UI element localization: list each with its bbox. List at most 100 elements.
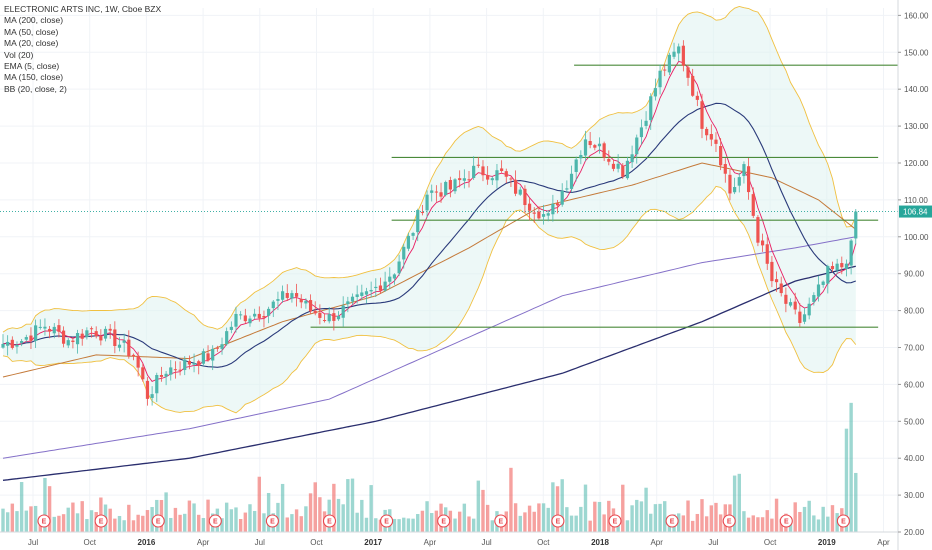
candle-body <box>355 294 359 298</box>
volume-bar <box>453 518 457 532</box>
candle-body <box>541 214 546 217</box>
candle-body <box>131 354 136 357</box>
volume-bar <box>583 484 588 532</box>
time-axis[interactable]: Jul Oct 2016 Apr Jul Oct 2017 Apr Jul Oct 2018 Apr J… <box>0 531 898 547</box>
volume-bar <box>280 483 285 532</box>
candlesticks <box>1 40 858 406</box>
volume-bar <box>621 484 625 532</box>
price-tick-label: 70.00 <box>904 343 925 352</box>
legend-item[interactable]: BB (20, close, 2) <box>4 83 67 94</box>
legend-item[interactable]: MA (150, close) <box>4 72 64 83</box>
volume-bar <box>266 492 271 532</box>
candle-body <box>621 165 625 177</box>
volume-bar <box>854 472 858 532</box>
candle-body <box>518 189 522 195</box>
price-axis[interactable]: 160.00 150.00 140.00 130.00 120.00 110.00 100.… <box>897 0 932 550</box>
volume-bar <box>802 506 807 532</box>
candle-body <box>714 139 718 144</box>
volume-bar <box>173 507 178 532</box>
price-tick-label: 60.00 <box>904 380 925 389</box>
current-price-tag <box>899 205 932 218</box>
price-tick-label: 120.00 <box>904 159 929 168</box>
candle-body <box>318 312 322 318</box>
volume-bar <box>779 518 783 532</box>
volume-bar <box>145 510 150 532</box>
candle-body <box>75 333 80 345</box>
volume-bar <box>597 501 602 532</box>
candle-body <box>378 285 383 291</box>
earnings-marker-label: E <box>441 519 446 526</box>
candle-body <box>52 326 56 334</box>
volume-bar <box>681 515 686 532</box>
candle-body <box>187 360 191 365</box>
candle-body <box>80 333 84 339</box>
candle-body <box>406 235 411 249</box>
ema-5-line <box>2 60 857 382</box>
volume-bar <box>602 514 606 532</box>
candle-body <box>159 375 164 377</box>
volume-bar <box>826 516 830 532</box>
candle-body <box>649 96 653 121</box>
legend-item[interactable]: MA (200, close) <box>4 15 64 26</box>
volume-bar <box>374 518 378 532</box>
volume-bar <box>434 510 439 532</box>
volume-bar <box>346 479 350 532</box>
candle-body <box>299 298 303 303</box>
candle-body <box>490 178 494 181</box>
earnings-marker-label: E <box>670 519 675 526</box>
price-tick-label: 100.00 <box>904 233 929 242</box>
volume-bar <box>238 519 243 532</box>
candle-body <box>350 296 355 302</box>
candle-body <box>705 128 709 136</box>
price-axis-bg <box>898 0 932 550</box>
candle-body <box>728 174 732 194</box>
candle-body <box>267 308 271 316</box>
candle-body <box>784 294 788 304</box>
candle-body <box>458 178 462 181</box>
volume-bar <box>844 428 849 532</box>
volume-bar <box>201 518 206 532</box>
volume-bar <box>183 513 187 532</box>
volume-bar <box>47 486 52 532</box>
volume-bar <box>234 507 238 532</box>
legend-item[interactable]: EMA (5, close) <box>4 61 60 72</box>
candle-body <box>798 311 802 323</box>
time-tick-label: 2016 <box>138 538 156 547</box>
legend-item[interactable]: Vol (20) <box>4 49 34 60</box>
candle-body <box>99 335 103 341</box>
price-tick-label: 130.00 <box>904 122 929 131</box>
candle-body <box>360 292 364 296</box>
volume-bar <box>798 511 802 532</box>
earnings-marker-label: E <box>213 519 218 526</box>
volume-bar <box>350 478 355 532</box>
volume-bar <box>635 499 639 532</box>
volume-bar <box>490 520 494 532</box>
candle-body <box>327 314 331 322</box>
candle-body <box>472 165 476 179</box>
candle-body <box>229 326 233 330</box>
candle-body <box>183 359 187 371</box>
volume-bar <box>551 482 555 532</box>
price-tick-label: 160.00 <box>904 11 929 20</box>
volume-bar <box>523 512 527 532</box>
candle-body <box>793 301 797 310</box>
candle-body <box>388 276 392 282</box>
volume-bar <box>830 505 835 532</box>
candle-body <box>117 344 122 348</box>
legend-item[interactable]: MA (50, close) <box>4 26 59 37</box>
price-tick-label: 30.00 <box>904 491 925 500</box>
candle-body <box>462 178 466 181</box>
candle-body <box>849 240 853 266</box>
volume-bar <box>518 515 522 532</box>
legend-title[interactable]: ELECTRONIC ARTS INC, 1W, Cboe BZX <box>4 4 162 14</box>
candle-body <box>509 178 513 180</box>
horizontal-levels[interactable] <box>0 64 899 328</box>
candle-body <box>840 263 844 268</box>
earnings-marker-label: E <box>841 519 846 526</box>
candle-body <box>383 281 387 291</box>
volume-bar <box>476 480 481 532</box>
volume-bar <box>607 500 611 532</box>
legend-item[interactable]: MA (20, close) <box>4 38 59 49</box>
